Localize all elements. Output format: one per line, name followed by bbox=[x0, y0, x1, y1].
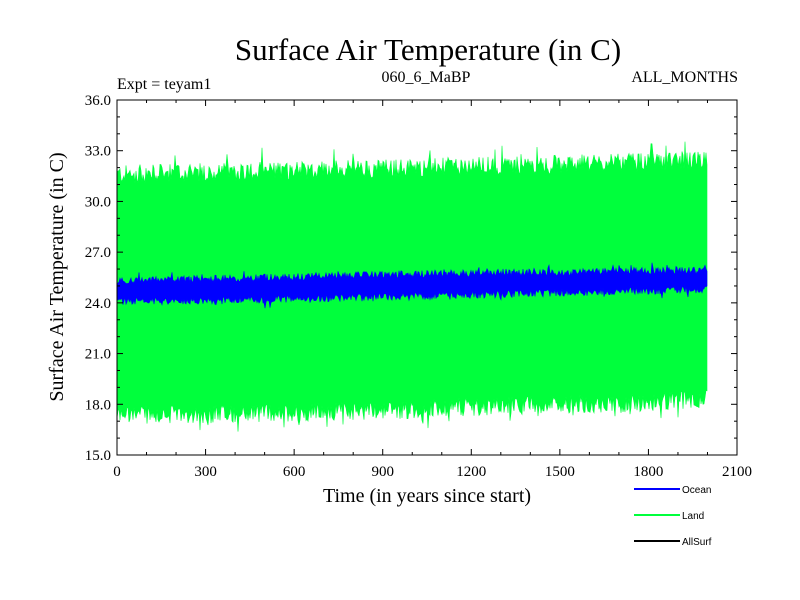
legend-label-allsurf: AllSurf bbox=[682, 537, 712, 548]
experiment-label: Expt = teyam1 bbox=[117, 76, 211, 93]
y-tick-label: 27.0 bbox=[85, 245, 111, 261]
x-tick-label: 0 bbox=[113, 464, 121, 480]
y-tick-label: 18.0 bbox=[85, 397, 111, 413]
y-tick-label: 21.0 bbox=[85, 347, 111, 363]
y-tick-label: 24.0 bbox=[85, 296, 111, 312]
y-tick-label: 15.0 bbox=[85, 448, 111, 464]
band-ocean bbox=[116, 262, 708, 309]
y-tick-label: 36.0 bbox=[85, 93, 111, 109]
y-axis-label: Surface Air Temperature (in C) bbox=[46, 152, 68, 401]
plot-data bbox=[116, 141, 708, 432]
period-label: 060_6_MaBP bbox=[382, 69, 471, 86]
x-axis: 0 300 600 900 1200 1500 1800 2100 bbox=[113, 100, 752, 480]
x-tick-label: 600 bbox=[283, 464, 306, 480]
y-tick-label: 33.0 bbox=[85, 144, 111, 160]
x-tick-label: 900 bbox=[371, 464, 394, 480]
months-label: ALL_MONTHS bbox=[631, 69, 738, 86]
y-axis: 15.0 18.0 21.0 24.0 27.0 30.0 33.0 36.0 bbox=[85, 93, 737, 464]
x-tick-label: 1200 bbox=[456, 464, 486, 480]
chart-title: Surface Air Temperature (in C) bbox=[235, 32, 621, 67]
legend-label-ocean: Ocean bbox=[682, 485, 711, 496]
y-tick-label: 30.0 bbox=[85, 194, 111, 210]
legend-label-land: Land bbox=[682, 511, 704, 522]
plot-frame bbox=[116, 99, 738, 456]
legend: Ocean Land AllSurf bbox=[634, 485, 712, 548]
x-tick-label: 300 bbox=[194, 464, 217, 480]
x-axis-label: Time (in years since start) bbox=[323, 485, 531, 507]
x-tick-label: 1800 bbox=[633, 464, 663, 480]
series-ocean bbox=[116, 262, 708, 309]
x-tick-label: 2100 bbox=[722, 464, 752, 480]
x-tick-label: 1500 bbox=[545, 464, 575, 480]
